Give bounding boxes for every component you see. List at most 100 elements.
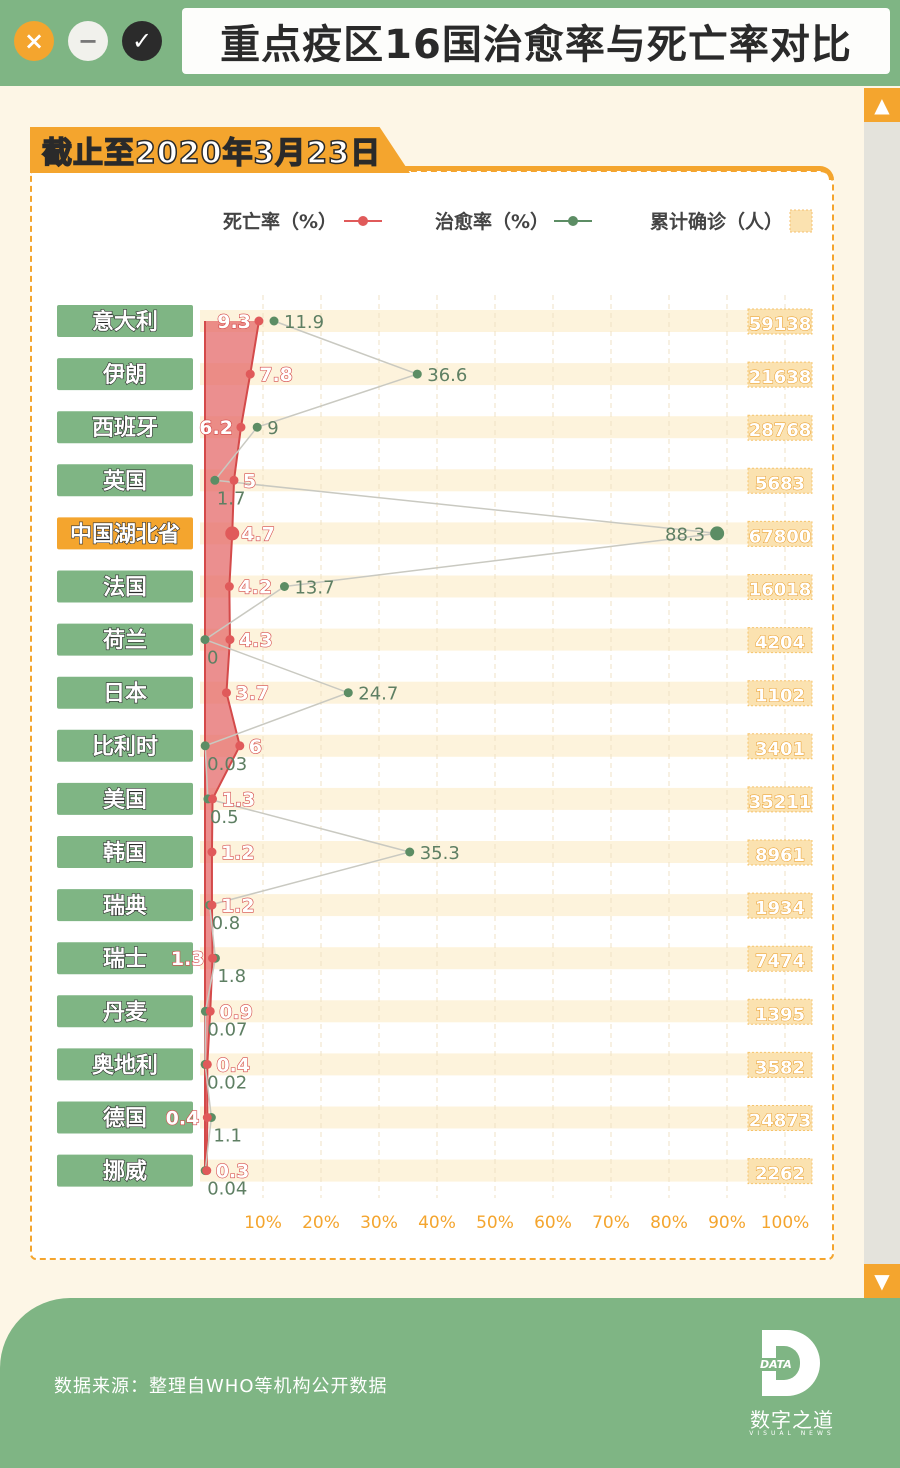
- recovery-point: [343, 688, 353, 698]
- title-bar: × − ✓ 重点疫区16国治愈率与死亡率对比: [0, 0, 900, 86]
- recovery-value-label: 0.04: [207, 1179, 247, 1200]
- cases-bar: [747, 520, 813, 547]
- recovery-value-label: 9: [267, 418, 278, 439]
- cases-value-label: 8961: [755, 845, 805, 866]
- data-source: 数据来源：整理自WHO等机构公开数据: [54, 1376, 388, 1397]
- death-point: [202, 1113, 212, 1122]
- category-tag: [57, 942, 193, 975]
- category-label: 西班牙: [92, 416, 158, 441]
- category-label: 韩国: [103, 840, 147, 866]
- recovery-value-label: 88.3: [665, 524, 705, 545]
- cases-value-label: 1102: [755, 686, 805, 707]
- recovery-value-label: 0.5: [210, 807, 239, 828]
- death-value-label: 4.7: [241, 523, 275, 545]
- cases-bar: [747, 361, 813, 388]
- x-tick-label: 40%: [418, 1213, 456, 1233]
- death-point: [225, 635, 235, 645]
- recovery-value-label: 24.7: [358, 684, 398, 705]
- x-tick-label: 100%: [761, 1213, 810, 1233]
- cases-value-label: 1395: [755, 1004, 805, 1025]
- death-point: [208, 794, 218, 804]
- date-banner: 截止至2020年3月23日: [30, 127, 410, 173]
- recovery-value-label: 1.8: [217, 966, 246, 987]
- category-tag: [57, 623, 193, 656]
- row-stripe: [200, 1000, 812, 1023]
- window-title: 重点疫区16国治愈率与死亡率对比: [220, 22, 852, 68]
- category-label: 日本: [103, 682, 147, 707]
- recovery-point: [200, 635, 210, 645]
- death-value-label: 4.3: [239, 630, 273, 652]
- category-tag: [57, 995, 193, 1028]
- logo-mark: DATA: [758, 1358, 794, 1371]
- recovery-value-label: 0.03: [207, 754, 247, 775]
- death-value-label: 3.7: [235, 683, 269, 705]
- x-tick-label: 50%: [476, 1213, 514, 1233]
- cases-value-label: 35211: [749, 792, 812, 813]
- row-stripe: [200, 841, 812, 863]
- category-tag: [57, 305, 193, 337]
- category-label: 英国: [103, 469, 147, 494]
- cases-bar: [747, 1051, 813, 1078]
- window-title-box: 重点疫区16国治愈率与死亡率对比: [182, 8, 890, 74]
- cases-bar: [747, 733, 813, 760]
- death-point: [221, 688, 231, 698]
- minimize-icon[interactable]: −: [68, 21, 108, 61]
- recovery-value-label: 0.8: [212, 913, 241, 934]
- close-icon[interactable]: ×: [14, 21, 54, 61]
- x-tick-label: 30%: [360, 1213, 398, 1233]
- recovery-value-label: 1.7: [217, 488, 246, 509]
- scrollbar-track[interactable]: [864, 88, 900, 1298]
- cases-value-label: 67800: [749, 526, 812, 547]
- cases-value-label: 1934: [755, 898, 805, 919]
- death-point: [208, 953, 218, 963]
- check-icon[interactable]: ✓: [122, 21, 162, 61]
- brand-logo: DATA 数字之道 VISUAL NEWS: [744, 1330, 840, 1450]
- cases-bar: [747, 1105, 813, 1131]
- row-stripe: [200, 734, 812, 757]
- category-tag: [57, 836, 193, 868]
- row-stripe: [200, 1106, 812, 1129]
- row-stripe: [200, 628, 812, 651]
- recovery-value-label: 0: [207, 648, 218, 669]
- cases-value-label: 21638: [749, 367, 812, 388]
- death-value-label: 1.3: [171, 948, 205, 970]
- death-value-label: 5: [243, 470, 256, 492]
- category-label: 美国: [103, 787, 147, 813]
- category-tag: [57, 1154, 193, 1187]
- legend-recovery-marker: [568, 216, 578, 226]
- row-stripe: [200, 363, 812, 386]
- category-tag: [57, 1048, 193, 1081]
- cases-bar: [747, 786, 813, 813]
- recovery-value-label: 0.02: [207, 1072, 247, 1093]
- category-label: 法国: [103, 576, 147, 601]
- cases-value-label: 16018: [749, 580, 812, 601]
- cases-bar: [747, 680, 813, 707]
- row-stripe: [200, 1159, 812, 1182]
- death-value-label: 9.3: [217, 311, 251, 333]
- scroll-up-icon[interactable]: ▲: [864, 88, 900, 122]
- category-tag: [57, 570, 193, 603]
- category-tag: [57, 517, 193, 550]
- category-label: 奥地利: [92, 1052, 158, 1078]
- death-point: [254, 316, 264, 326]
- category-label: 挪威: [103, 1159, 147, 1185]
- death-value-label: 1.2: [221, 895, 255, 917]
- death-value-label: 7.8: [259, 364, 293, 386]
- death-point: [202, 1166, 212, 1176]
- x-tick-label: 80%: [650, 1213, 688, 1233]
- scroll-down-icon[interactable]: ▼: [864, 1264, 900, 1298]
- death-value-label: 6.2: [199, 417, 233, 439]
- category-label: 意大利: [92, 309, 158, 335]
- logo-subtitle: VISUAL NEWS: [749, 1430, 835, 1437]
- row-stripe: [200, 947, 812, 970]
- x-tick-label: 90%: [708, 1213, 746, 1233]
- row-stripe: [200, 310, 812, 332]
- cases-value-label: 4204: [755, 633, 805, 654]
- date-text: 截止至2020年3月23日: [41, 135, 382, 172]
- comparison-chart: 10% 20% 30% 40% 50% 60% 70% 80% 90% 100% 死亡率（%） 治愈率…: [57, 209, 813, 1233]
- death-value-label: 0.3: [216, 1161, 250, 1183]
- cases-value-label: 5683: [755, 473, 805, 494]
- death-value-label: 6: [249, 736, 262, 758]
- category-label: 瑞典: [103, 894, 147, 919]
- category-tag: [57, 464, 193, 497]
